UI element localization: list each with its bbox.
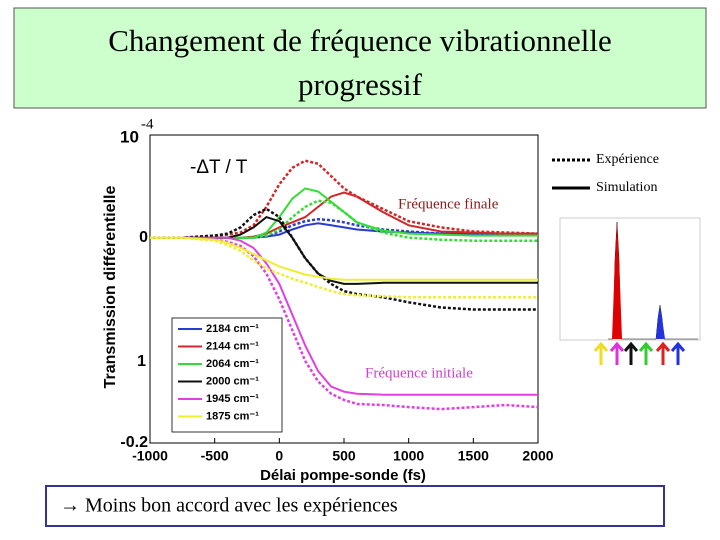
annotation: Fréquence finale (398, 196, 499, 212)
y-axis-label: Transmission différentielle (102, 186, 119, 389)
x-tick-label: -1000 (132, 448, 168, 464)
x-tick-label: 1500 (458, 448, 489, 464)
experiment-line (150, 199, 538, 242)
inset-arrows (593, 341, 686, 365)
inset-peak (612, 222, 622, 339)
x-tick-label: 2000 (522, 448, 553, 464)
y-scale-base: 10 (120, 127, 139, 146)
y-tick-label: -0.2 (120, 434, 148, 451)
simulation-line (150, 236, 538, 281)
annotation: Fréquence initiale (365, 365, 473, 381)
legend-label: 2000 cm⁻¹ (206, 375, 259, 387)
y-tick-label: 0 (139, 229, 148, 246)
legend-label: Expérience (596, 152, 659, 167)
x-tick-label: 0 (275, 448, 283, 464)
legend: 2184 cm⁻¹ 2144 cm⁻¹ 2064 cm⁻¹ 2000 cm⁻¹ 1945… (171, 317, 283, 433)
legend-label: 2184 cm⁻¹ (206, 323, 259, 335)
x-tick-label: 1000 (393, 448, 424, 464)
experiment-line (150, 236, 538, 411)
x-tick-label: 500 (332, 448, 356, 464)
legend-label: 1875 cm⁻¹ (206, 410, 259, 422)
y-scale-exponent: -4 (141, 116, 154, 132)
legend-label: Simulation (596, 180, 657, 195)
simulation-line (150, 236, 538, 396)
legend-label: 1945 cm⁻¹ (206, 393, 259, 405)
annotation: -ΔT / T (190, 157, 248, 178)
title-box (13, 7, 707, 109)
note: → Moins bon accord avec les expériences (60, 495, 398, 517)
title-line: Changement de fréquence vibrationnelle (108, 23, 612, 58)
note-box (45, 485, 665, 527)
experiment-line (150, 236, 538, 299)
x-axis-label: Délai pompe-sonde (fs) (260, 467, 426, 484)
y-extra-label: 1 (137, 353, 146, 370)
experiment-line (150, 159, 538, 239)
title-line: progressif (298, 67, 423, 102)
legend-box (171, 317, 283, 433)
experiment-line (150, 207, 538, 311)
legend-label: 2144 cm⁻¹ (206, 340, 259, 352)
inset-frame (559, 217, 701, 341)
x-tick-label: -500 (201, 448, 229, 464)
inset-peak (656, 305, 665, 339)
inset-spectrum (559, 217, 701, 365)
plot-lines (150, 159, 538, 411)
legend-label: 2064 cm⁻¹ (206, 358, 259, 370)
